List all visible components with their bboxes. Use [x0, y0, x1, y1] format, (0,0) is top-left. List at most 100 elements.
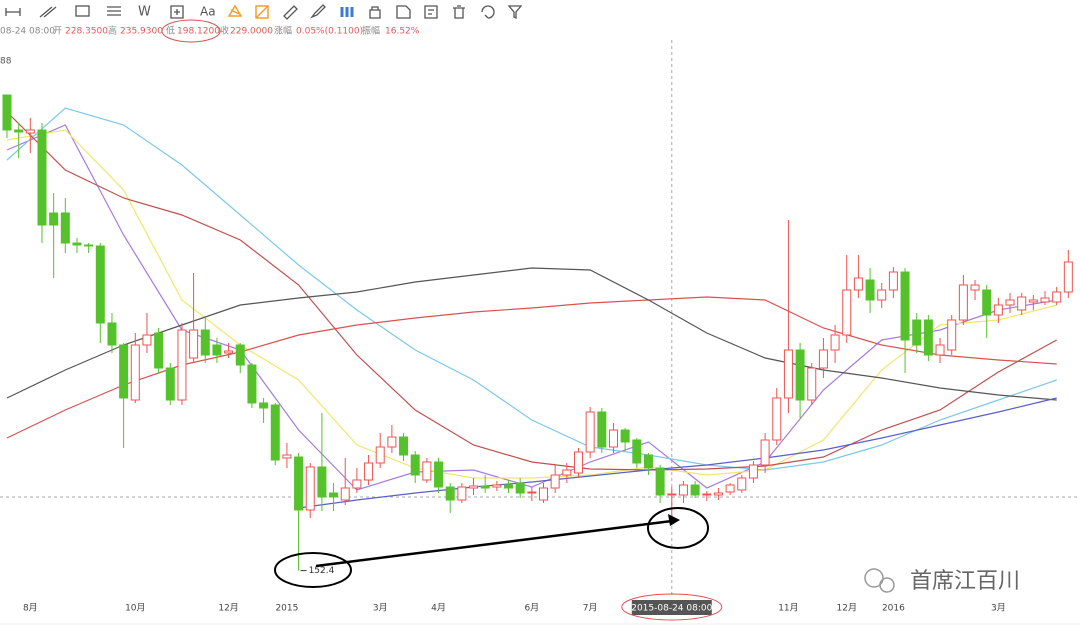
- header-amplitude-label: 振幅: [362, 25, 380, 37]
- candle-body: [655, 467, 665, 496]
- candle-body: [538, 487, 548, 501]
- candle-body: [317, 466, 327, 498]
- candle-body: [982, 289, 992, 316]
- candle-body: [900, 271, 910, 341]
- candle-body: [14, 129, 24, 133]
- watermark: 首席江百川: [864, 568, 1020, 594]
- tool-rect[interactable]: [75, 5, 90, 17]
- x-tick-label: 11月: [778, 603, 798, 614]
- x-tick-label: 4月: [431, 603, 446, 614]
- x-tick-label: 3月: [373, 603, 388, 614]
- candle-body: [947, 319, 957, 351]
- ma-line: [298, 397, 1057, 509]
- tool-delete[interactable]: [453, 5, 465, 19]
- ma-line: [6, 111, 1057, 471]
- tool-text[interactable]: Aa: [200, 5, 216, 19]
- tool-parallel[interactable]: [39, 6, 57, 18]
- candle-body: [888, 271, 898, 291]
- candle-body: [725, 484, 735, 493]
- x-tick-label: 7月: [583, 603, 598, 614]
- candle-body: [748, 464, 758, 479]
- tool-lock[interactable]: [369, 6, 381, 19]
- tool-pen[interactable]: [310, 4, 326, 19]
- header-open-label: 开: [53, 26, 62, 37]
- candle-body: [912, 319, 922, 346]
- tool-fib[interactable]: [107, 6, 121, 16]
- candle-body: [783, 349, 793, 399]
- tool-filter[interactable]: [507, 5, 523, 20]
- candle-body: [643, 454, 653, 469]
- watermark-icon: [864, 568, 884, 588]
- candle-body: [165, 367, 175, 401]
- header-high-label: 高: [108, 25, 117, 37]
- candle-body: [877, 289, 887, 301]
- tool-visibility[interactable]: [340, 7, 354, 17]
- min-label: 152.4: [309, 566, 335, 576]
- tool-wave[interactable]: W: [138, 5, 151, 20]
- candle-body: [154, 332, 164, 369]
- header-low: 198.1200: [177, 27, 220, 37]
- candle-body: [399, 436, 409, 456]
- candle-body: [2, 94, 12, 131]
- candle-body: [818, 349, 828, 369]
- x-tick-label: 6月: [524, 603, 539, 614]
- candle-body: [620, 429, 630, 443]
- tool-gann[interactable]: [255, 5, 269, 19]
- toolbar: W Aa: [5, 4, 523, 20]
- x-tick-label: 10月: [125, 603, 145, 614]
- watermark-text: 首席江百川: [910, 569, 1020, 594]
- candle-body: [795, 349, 805, 401]
- candle-body: [830, 334, 840, 351]
- highlight-ellipse: [621, 593, 723, 621]
- tool-pattern[interactable]: [227, 4, 243, 17]
- candle-body: [224, 350, 234, 354]
- candle-body: [84, 244, 94, 247]
- candle-body: [422, 461, 432, 481]
- tool-hline[interactable]: [5, 8, 21, 16]
- candle-body: [200, 329, 210, 356]
- candle-body: [410, 454, 420, 476]
- candle-body: [923, 319, 933, 356]
- candle-body: [865, 279, 875, 301]
- header-amplitude: 16.52%: [385, 27, 420, 37]
- candle-body: [504, 484, 514, 489]
- candle-body: [340, 487, 350, 501]
- tool-measure[interactable]: [170, 5, 184, 19]
- candle-body: [772, 397, 782, 441]
- header-change-label: 涨幅: [274, 25, 292, 37]
- tool-ruler[interactable]: [283, 5, 298, 20]
- x-tick-label: 3月: [991, 603, 1006, 614]
- header-change: 0.05%(0.1100): [296, 27, 363, 37]
- tool-magnet[interactable]: [481, 5, 495, 19]
- candle-body: [550, 474, 560, 489]
- candle-body: [119, 344, 129, 399]
- tool-note[interactable]: [424, 5, 438, 19]
- candle-body: [212, 344, 222, 356]
- candle-body: [352, 479, 362, 489]
- x-tick-label: 2015: [275, 604, 298, 614]
- candle-body: [95, 245, 105, 324]
- candle-body: [1028, 299, 1038, 303]
- candle-body: [294, 456, 304, 511]
- candle-body: [37, 129, 47, 226]
- candle-body: [329, 492, 339, 498]
- header-time: 08-24 08:00: [0, 27, 55, 37]
- tool-copy[interactable]: [396, 5, 411, 19]
- x-tick-label: 2016: [882, 604, 905, 614]
- candle-body: [1040, 297, 1050, 303]
- candle-body: [259, 402, 269, 409]
- candle-body: [690, 484, 700, 496]
- candle-body: [853, 277, 863, 291]
- header-low-label: 低: [166, 25, 175, 37]
- candle-body: [527, 491, 537, 494]
- candle-body: [713, 492, 723, 496]
- candle-body: [970, 284, 980, 291]
- candle-body: [189, 329, 199, 359]
- candle-body: [678, 484, 688, 496]
- candle-body: [562, 469, 572, 476]
- candle-body: [364, 462, 374, 481]
- header-close: 229.0000: [230, 27, 273, 37]
- candle-body: [445, 486, 455, 501]
